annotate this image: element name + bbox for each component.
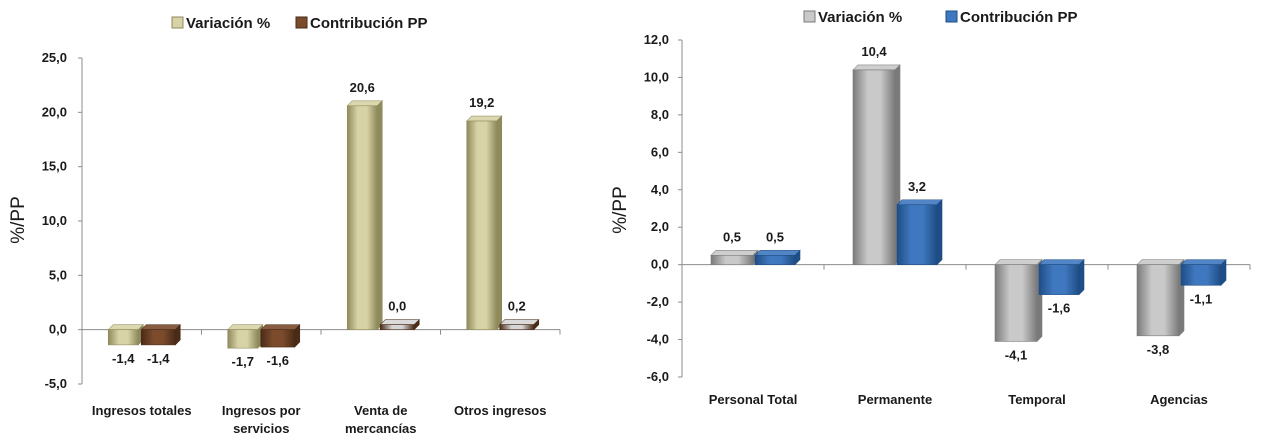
category-label: Agencias xyxy=(1150,392,1208,407)
y-tick-label: -6,0 xyxy=(647,369,669,384)
legend-label: Variación % xyxy=(186,15,270,32)
y-tick-label: 20,0 xyxy=(42,104,67,119)
legend-item: Variación % xyxy=(803,9,902,26)
legend-swatch xyxy=(945,10,958,23)
data-label: -3,8 xyxy=(1147,342,1169,357)
legend-item: Variación % xyxy=(171,15,270,32)
bar-contribucion xyxy=(1180,258,1227,286)
y-tick-label: 4,0 xyxy=(651,182,669,197)
y-tick-label: 5,0 xyxy=(49,267,67,282)
data-label: 19,2 xyxy=(469,95,494,110)
bar-contribucion xyxy=(896,199,943,266)
category-label: Ingresos por servicios xyxy=(222,403,301,436)
bar-variacion xyxy=(1136,258,1185,337)
data-label: 0,5 xyxy=(766,229,784,244)
chart-1: -5,0 0,0 5,0 10,0 15,0 20,0 25,0 Ingresos total… xyxy=(8,15,561,436)
legend-label: Contribución PP xyxy=(310,15,428,32)
bar-contribucion xyxy=(140,323,181,346)
legend-swatch xyxy=(803,10,816,23)
y-tick-label: 2,0 xyxy=(651,219,669,234)
bar-variacion xyxy=(227,323,264,349)
y-axis-title: %/PP xyxy=(8,196,29,244)
bar-contribucion xyxy=(379,318,420,331)
legend-item: Contribución PP xyxy=(945,9,1078,26)
data-label: -1,6 xyxy=(267,353,289,368)
data-label: -1,6 xyxy=(1048,301,1070,316)
y-tick-label: 15,0 xyxy=(42,159,67,174)
data-label: -1,4 xyxy=(147,351,170,366)
category-label: Otros ingresos xyxy=(454,403,546,418)
y-tick-label: 8,0 xyxy=(651,107,669,122)
legend-item: Contribución PP xyxy=(295,15,428,32)
data-label: -1,7 xyxy=(232,354,254,369)
legend-swatch xyxy=(171,16,184,29)
bar-contribucion xyxy=(754,249,801,266)
bar-variacion xyxy=(852,64,901,266)
legend-label: Contribución PP xyxy=(960,9,1078,26)
data-label: 0,0 xyxy=(388,299,406,314)
data-label: 0,2 xyxy=(508,299,526,314)
data-label: 20,6 xyxy=(350,80,375,95)
data-label: 10,4 xyxy=(861,44,887,59)
category-label: Ingresos totales xyxy=(92,403,192,418)
y-tick-label: 25,0 xyxy=(42,50,67,65)
legend-label: Variación % xyxy=(818,9,902,26)
data-label: -1,4 xyxy=(112,351,135,366)
category-label: Venta de mercancías xyxy=(345,403,417,436)
bar-variacion xyxy=(107,323,144,346)
y-tick-label: -2,0 xyxy=(647,294,669,309)
category-label: Temporal xyxy=(1008,392,1066,407)
y-tick-label: -4,0 xyxy=(647,332,669,347)
bar-contribucion xyxy=(260,323,301,348)
bar-variacion xyxy=(710,249,759,266)
data-label: 0,5 xyxy=(723,229,741,244)
y-tick-label: -5,0 xyxy=(45,376,67,391)
y-tick-label: 10,0 xyxy=(42,213,67,228)
y-tick-label: 10,0 xyxy=(644,69,669,84)
data-label: -1,1 xyxy=(1190,291,1212,306)
bar-contribucion xyxy=(1038,258,1085,296)
y-tick-label: 0,0 xyxy=(651,257,669,272)
data-label: -4,1 xyxy=(1005,347,1027,362)
chart-2: -6,0 -4,0 -2,0 0,0 2,0 4,0 6,0 8,0 10,0 12,0 Perso… xyxy=(610,9,1251,407)
bar-variacion xyxy=(346,100,383,331)
legend-swatch xyxy=(295,16,308,29)
bar-variacion xyxy=(994,258,1043,343)
data-label: 3,2 xyxy=(908,179,926,194)
bar-variacion xyxy=(466,115,503,331)
y-tick-label: 6,0 xyxy=(651,144,669,159)
y-axis-title: %/PP xyxy=(610,186,631,234)
category-label: Personal Total xyxy=(709,392,798,407)
bar-contribucion xyxy=(499,318,540,331)
y-tick-label: 0,0 xyxy=(49,322,67,337)
category-label: Permanente xyxy=(858,392,932,407)
y-tick-label: 12,0 xyxy=(644,32,669,47)
